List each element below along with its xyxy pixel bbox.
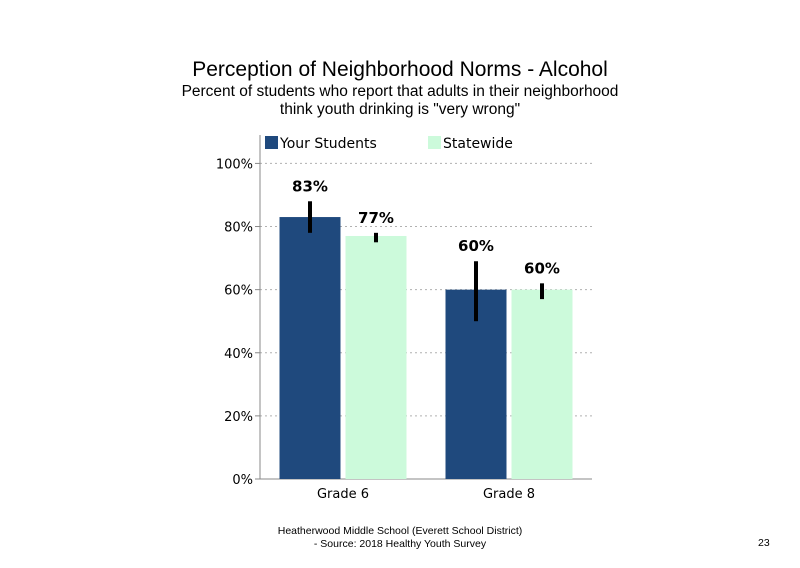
data-label: 77% <box>358 209 394 227</box>
y-tick-label: 100% <box>216 157 253 172</box>
bar <box>511 289 573 479</box>
subtitle-line-2: think youth drinking is "very wrong" <box>279 101 521 118</box>
bar <box>345 235 407 479</box>
data-label: 83% <box>292 177 328 195</box>
legend-label: Statewide <box>443 136 513 152</box>
x-tick-label: Grade 6 <box>317 487 369 502</box>
y-tick-label: 80% <box>224 221 253 236</box>
legend-swatch <box>428 136 441 149</box>
chart-subtitle: Percent of students who report that adul… <box>150 83 650 119</box>
data-label: 60% <box>458 237 494 255</box>
footer-line-1: Heatherwood Middle School (Everett Schoo… <box>277 525 523 537</box>
legend-swatch <box>265 136 278 149</box>
y-tick-label: 0% <box>232 473 253 488</box>
y-tick-label: 20% <box>224 410 253 425</box>
x-tick-label: Grade 8 <box>483 487 535 502</box>
y-tick-label: 40% <box>224 347 253 362</box>
subtitle-line-1: Percent of students who report that adul… <box>181 83 619 100</box>
legend-label: Your Students <box>279 136 377 152</box>
y-tick-label: 60% <box>224 284 253 299</box>
chart-title: Perception of Neighborhood Norms - Alcoh… <box>192 58 608 81</box>
bar <box>279 217 341 479</box>
data-label: 60% <box>524 259 560 277</box>
page-number: 23 <box>758 537 770 549</box>
footer-source: Heatherwood Middle School (Everett Schoo… <box>200 525 600 551</box>
footer-line-2: - Source: 2018 Healthy Youth Survey <box>313 538 487 550</box>
